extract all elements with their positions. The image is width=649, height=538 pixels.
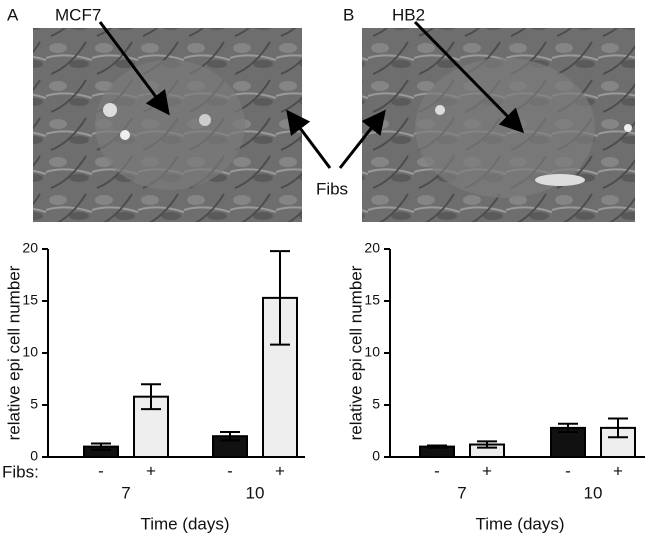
error-bar (608, 417, 628, 439)
series-label: + (275, 461, 285, 480)
error-bar (220, 431, 240, 442)
series-label: + (146, 461, 156, 480)
error-bar (427, 444, 447, 449)
y-tick-label: 5 (30, 396, 38, 412)
y-tick-label: 10 (364, 344, 380, 360)
row-label: Fibs: (2, 462, 39, 481)
series-label: + (613, 461, 623, 480)
error-bar (558, 422, 578, 434)
x-tick-label: 10 (584, 483, 603, 502)
series-label: - (98, 461, 104, 480)
x-tick-label: 7 (457, 483, 466, 502)
y-tick-label: 15 (22, 292, 38, 308)
series-label: - (565, 461, 571, 480)
error-bar (270, 250, 290, 346)
panel-label: A (7, 5, 19, 24)
series-label: - (227, 461, 233, 480)
error-bar (477, 440, 497, 449)
panel-label: B (343, 5, 354, 24)
y-tick-label: 0 (372, 448, 380, 464)
x-axis-label: Time (days) (140, 514, 229, 533)
annotation-bg (306, 178, 358, 202)
x-tick-label: 10 (246, 483, 265, 502)
y-tick-label: 20 (364, 240, 380, 256)
y-tick-label: 15 (364, 292, 380, 308)
error-bar (141, 383, 161, 411)
x-axis-label: Time (days) (475, 514, 564, 533)
y-tick-label: 10 (22, 344, 38, 360)
y-tick-label: 20 (22, 240, 38, 256)
series-label: + (482, 461, 492, 480)
cell-line-label: HB2 (392, 5, 425, 24)
bar (550, 426, 586, 459)
y-axis-label: relative epi cell number (4, 265, 23, 440)
error-bar (91, 442, 111, 451)
x-tick-label: 7 (121, 483, 130, 502)
y-tick-label: 0 (30, 448, 38, 464)
y-axis-label: relative epi cell number (346, 265, 365, 440)
y-tick-label: 5 (372, 396, 380, 412)
micrograph-a (33, 28, 302, 222)
annotation: Fibs (316, 179, 348, 198)
arrows (98, 20, 525, 169)
micrograph-b (362, 28, 635, 222)
cell-line-label: MCF7 (55, 5, 101, 24)
series-label: - (434, 461, 440, 480)
